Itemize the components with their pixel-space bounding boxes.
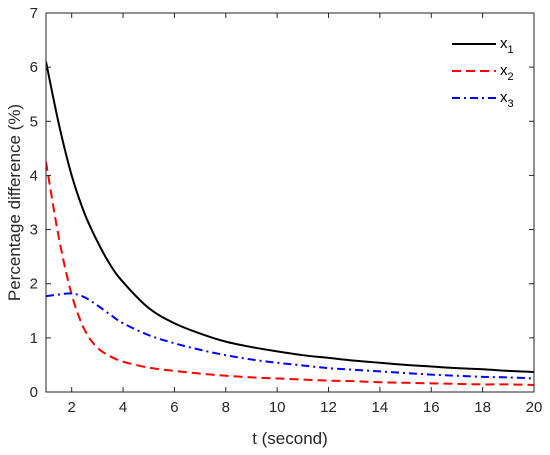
series-layer	[46, 61, 534, 386]
y-tick-label-6: 6	[30, 59, 38, 76]
y-tick-label-7: 7	[30, 5, 38, 22]
y-tick-label-5: 5	[30, 113, 38, 130]
y-tick-label-4: 4	[30, 167, 38, 184]
y-tick-label-0: 0	[30, 384, 38, 401]
x-tick-label-20: 20	[526, 399, 543, 416]
x-tick-label-12: 12	[320, 399, 337, 416]
series-line-x2	[46, 161, 534, 386]
plot-frame	[45, 12, 535, 393]
legend-label-x3: x3	[500, 89, 514, 110]
legend-label-x2: x2	[500, 62, 514, 83]
x-tick-label-18: 18	[474, 399, 491, 416]
legend: x1 x2 x3	[452, 35, 514, 110]
y-tick-label-3: 3	[30, 222, 38, 239]
x-tick-label-2: 2	[68, 399, 76, 416]
series-line-x3	[46, 292, 534, 380]
x-tick-label-10: 10	[269, 399, 286, 416]
x-axis-label: t (second)	[252, 429, 328, 448]
x-tick-label-8: 8	[222, 399, 230, 416]
x-tick-label-6: 6	[170, 399, 178, 416]
x-tick-label-14: 14	[372, 399, 389, 416]
x-tick-label-16: 16	[423, 399, 440, 416]
x-tick-label-4: 4	[119, 399, 127, 416]
y-tick-label-1: 1	[30, 330, 38, 347]
legend-label-x1: x1	[500, 35, 514, 56]
y-tick-label-2: 2	[30, 276, 38, 293]
y-axis-label: Percentage difference (%)	[5, 104, 24, 301]
series-line-x1	[46, 61, 534, 373]
